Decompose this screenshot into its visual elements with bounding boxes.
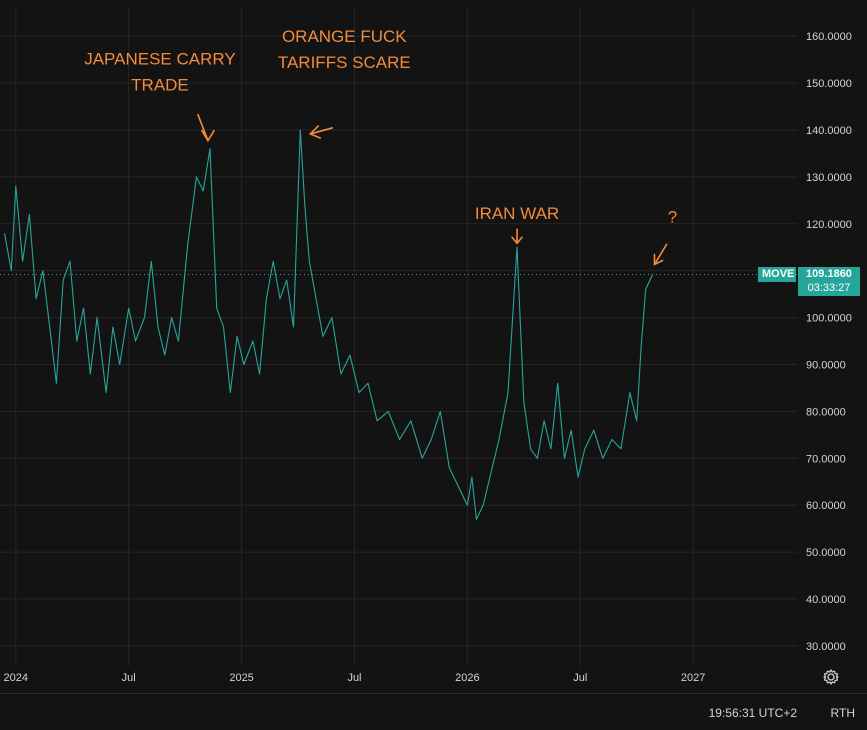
y-tick-label: 30.0000 (806, 641, 846, 653)
grid (0, 8, 797, 666)
chart[interactable]: 30.0000 40.0000 50.0000 60.0000 70.0000 80.00… (0, 0, 867, 693)
y-tick-label: 140.0000 (806, 125, 852, 137)
x-tick-label: 2027 (681, 672, 705, 684)
annotation-arrow (308, 125, 334, 139)
annotation-arrow (511, 228, 523, 245)
x-tick-label: Jul (347, 672, 361, 684)
annotation-text: JAPANESE CARRY (84, 50, 235, 69)
y-axis[interactable]: 30.0000 40.0000 50.0000 60.0000 70.0000 80.00… (806, 31, 852, 653)
session-toggle[interactable]: RTH (830, 706, 855, 720)
x-tick-label: 2025 (229, 672, 253, 684)
y-tick-label: 100.0000 (806, 313, 852, 325)
series-layer (0, 129, 797, 520)
x-tick-label: 2024 (4, 672, 28, 684)
y-tick-label: 160.0000 (806, 31, 852, 43)
y-tick-label: 130.0000 (806, 172, 852, 184)
annotation-text: ? (668, 207, 677, 226)
annotation-text: IRAN WAR (475, 204, 559, 223)
clock[interactable]: 19:56:31 UTC+2 (708, 706, 797, 720)
y-tick-label: 120.0000 (806, 219, 852, 231)
x-tick-label: Jul (122, 672, 136, 684)
price-symbol-tag: MOVE (758, 267, 796, 283)
x-tick-label: Jul (573, 672, 587, 684)
y-tick-label: 90.0000 (806, 359, 846, 371)
x-axis[interactable]: 2024 Jul 2025 Jul 2026 Jul 2027 (4, 672, 706, 684)
y-tick-label: 40.0000 (806, 594, 846, 606)
current-price-tag: 109.1860 (798, 267, 860, 283)
annotations: JAPANESE CARRY TRADE ORANGE FUCK TARIFFS SC… (84, 27, 677, 266)
footer-bar: 19:56:31 UTC+2 RTH (0, 693, 867, 730)
y-tick-label: 50.0000 (806, 547, 846, 559)
countdown-tag: 03:33:27 (798, 281, 860, 297)
x-tick-label: 2026 (455, 672, 479, 684)
annotation-text: ORANGE FUCK (282, 27, 407, 46)
y-tick-label: 70.0000 (806, 453, 846, 465)
series-line (3, 129, 654, 520)
annotation-text: TRADE (131, 76, 189, 95)
settings-icon[interactable] (822, 668, 840, 686)
y-tick-label: 150.0000 (806, 78, 852, 90)
annotation-arrow (653, 243, 668, 266)
annotation-arrow (197, 113, 215, 143)
y-tick-label: 60.0000 (806, 500, 846, 512)
y-tick-label: 80.0000 (806, 406, 846, 418)
annotation-text: TARIFFS SCARE (278, 53, 411, 72)
